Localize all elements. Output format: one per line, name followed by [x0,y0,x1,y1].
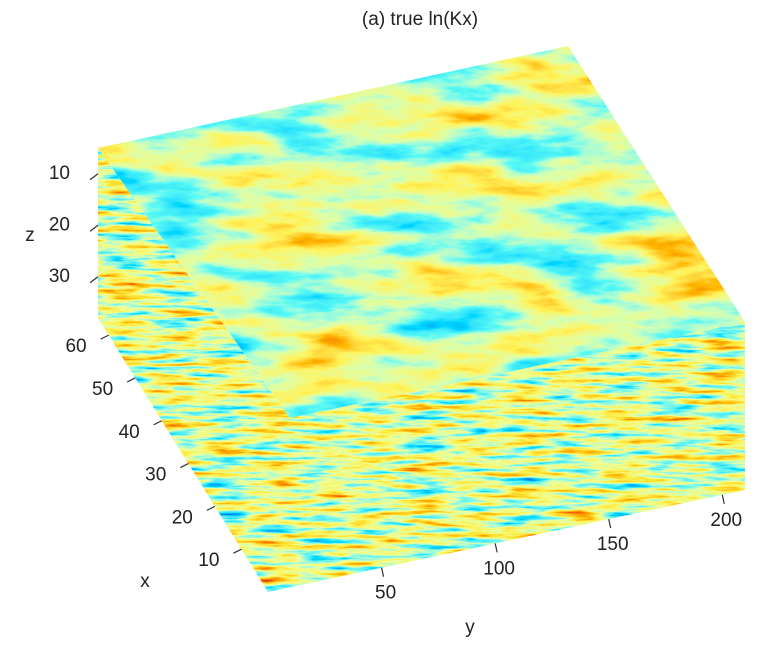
y-tick [721,494,725,504]
y-tick-label: 100 [483,558,515,579]
x-tick-label: 40 [119,422,140,443]
y-tick-label: 200 [710,510,742,531]
x-tick-label: 20 [172,507,193,528]
x-tick-label: 50 [92,379,113,400]
z-tick-label: 10 [49,163,70,184]
y-tick-label: 150 [597,534,629,555]
y-tick [608,519,612,529]
y-axis-label: y [465,617,475,638]
x-tick-label: 60 [65,336,86,357]
x-tick [153,420,163,426]
x-tick [206,505,216,511]
x-axis-label: x [140,571,150,592]
z-tick [89,224,99,232]
y-tick-label: 50 [375,583,396,604]
z-tick-label: 30 [49,266,70,287]
x-tick [126,377,136,383]
x-tick-label: 30 [145,465,166,486]
z-tick [89,173,99,181]
chart-title: (a) true ln(Kx) [362,9,478,30]
z-tick [89,276,99,284]
z-axis-label: z [25,225,35,246]
y-tick [494,543,498,553]
z-tick-label: 20 [49,214,70,235]
x-tick [100,334,109,340]
x-tick [180,463,189,469]
x-tick-label: 10 [198,550,219,571]
y-tick [380,567,385,577]
x-tick [233,548,242,554]
